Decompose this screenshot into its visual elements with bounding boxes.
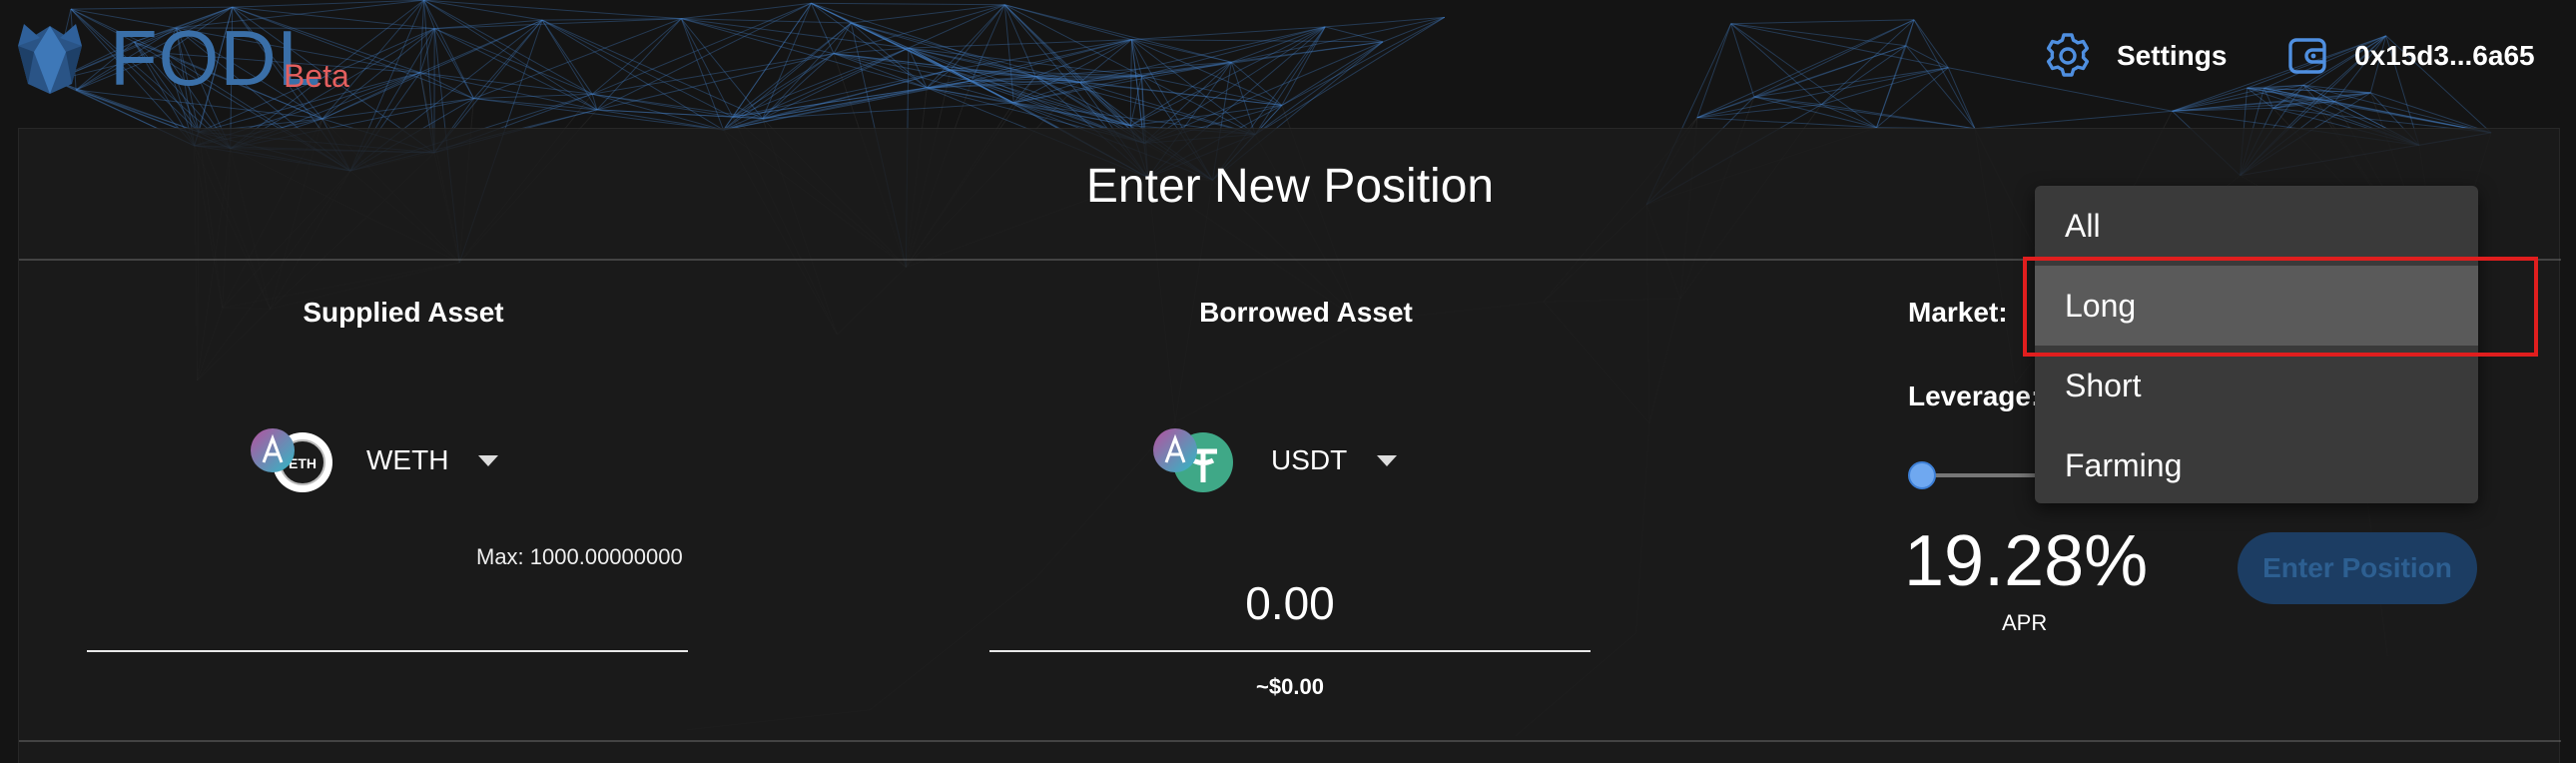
supplied-amount-input[interactable] — [87, 568, 686, 648]
borrowed-amount-input[interactable] — [989, 560, 1591, 646]
leverage-slider-thumb[interactable] — [1908, 461, 1936, 489]
max-balance-label: Max: 1000.00000000 — [476, 544, 683, 569]
market-option-long[interactable]: Long — [2035, 266, 2478, 346]
leverage-label: Leverage: — [1908, 381, 2041, 411]
market-dropdown-menu: All Long Short Farming — [2035, 186, 2478, 503]
supplied-asset-select[interactable]: ETH WETH — [249, 424, 499, 496]
settings-label: Settings — [2117, 40, 2228, 71]
brand-name: FODL — [110, 14, 322, 102]
fodl-logo-icon — [18, 24, 82, 94]
supplied-asset-name: WETH — [366, 444, 449, 475]
panel-bottom-divider — [19, 740, 2561, 742]
borrowed-amount-underline — [989, 650, 1591, 652]
wallet-button[interactable]: 0x15d3...6a65 — [2286, 28, 2535, 84]
market-label: Market: — [1908, 297, 2008, 328]
gear-icon — [2046, 33, 2090, 77]
top-bar: FODL Beta Settings 0x15d3...6a65 — [0, 0, 2576, 120]
borrowed-usd-value: ~$0.00 — [1256, 674, 1324, 699]
supplied-amount-underline — [87, 650, 688, 652]
market-option-all[interactable]: All — [2065, 207, 2101, 244]
chevron-down-icon — [478, 454, 499, 466]
weth-logo-text: ETH — [289, 455, 317, 471]
usdt-token-icon — [1153, 424, 1243, 496]
panel-divider — [19, 259, 2561, 261]
market-option-farming[interactable]: Farming — [2065, 446, 2183, 483]
wallet-address: 0x15d3...6a65 — [2354, 40, 2535, 71]
supplied-asset-label: Supplied Asset — [303, 297, 504, 328]
wallet-icon — [2288, 38, 2326, 74]
borrowed-asset-select[interactable]: USDT — [1153, 424, 1398, 496]
market-option-short[interactable]: Short — [2065, 367, 2142, 403]
settings-button[interactable]: Settings — [2043, 28, 2227, 84]
enter-position-button[interactable]: Enter Position — [2238, 532, 2477, 604]
apr-label: APR — [2002, 610, 2048, 635]
apr-value: 19.28% — [1904, 521, 2149, 601]
beta-badge: Beta — [284, 58, 349, 94]
borrowed-asset-name: USDT — [1271, 444, 1348, 475]
panel-title: Enter New Position — [1085, 160, 1495, 213]
weth-token-icon: ETH — [249, 424, 338, 496]
chevron-down-icon — [1377, 454, 1398, 466]
borrowed-asset-label: Borrowed Asset — [1199, 297, 1413, 328]
